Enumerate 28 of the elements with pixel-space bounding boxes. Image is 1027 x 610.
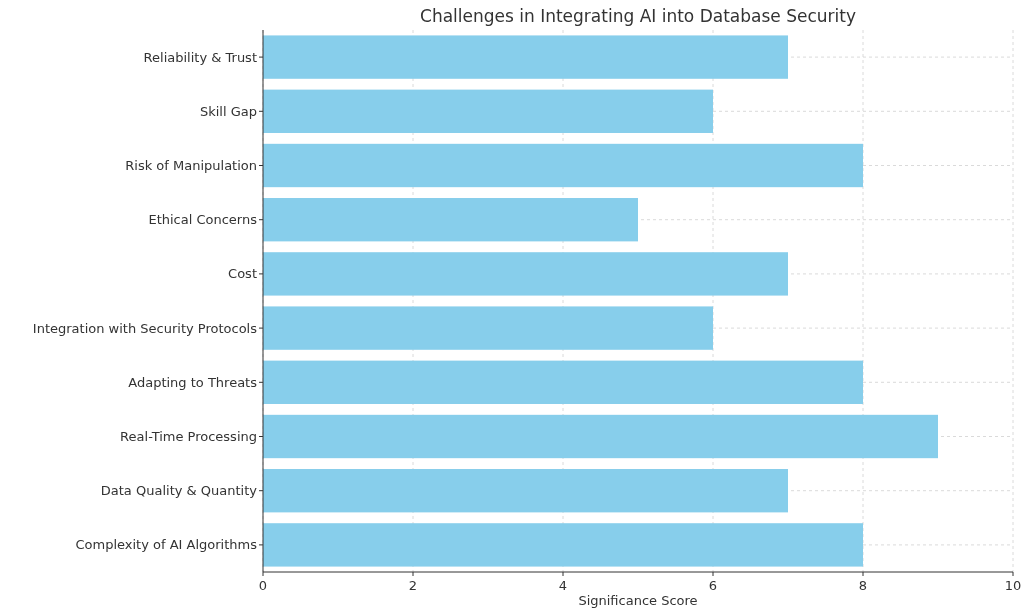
chart-title: Challenges in Integrating AI into Database Security	[420, 6, 856, 26]
y-tick-label: Adapting to Threats	[128, 374, 258, 390]
bar	[263, 523, 863, 567]
bar	[263, 306, 713, 350]
x-tick-label: 2	[408, 578, 418, 593]
bar	[263, 414, 938, 459]
y-tick-label: Cost	[228, 266, 257, 282]
y-tick-label: Skill Gap	[199, 103, 257, 119]
y-tick-label: Ethical Concerns	[148, 212, 258, 228]
y-tick-label: Reliability & Trust	[143, 49, 257, 65]
bar	[263, 89, 713, 133]
bar	[263, 143, 863, 188]
y-tick-label: Real-Time Processing	[120, 429, 257, 445]
y-tick-label: Integration with Security Protocols	[32, 320, 258, 336]
y-tick-label: Risk of Manipulation	[125, 158, 257, 174]
bar	[263, 360, 863, 404]
x-tick-label: 8	[858, 578, 868, 593]
x-tick-label: 0	[258, 578, 268, 593]
bar	[263, 198, 638, 242]
bar	[263, 35, 788, 79]
bar	[263, 469, 788, 513]
x-tick-label: 4	[558, 578, 568, 593]
x-axis-title: Significance Score	[578, 593, 698, 608]
bar	[263, 252, 788, 296]
x-tick-label: 6	[708, 578, 718, 593]
x-tick-label: 10	[1004, 578, 1022, 593]
y-tick-label: Data Quality & Quantity	[100, 483, 258, 499]
y-tick-label: Complexity of AI Algorithms	[75, 537, 258, 553]
